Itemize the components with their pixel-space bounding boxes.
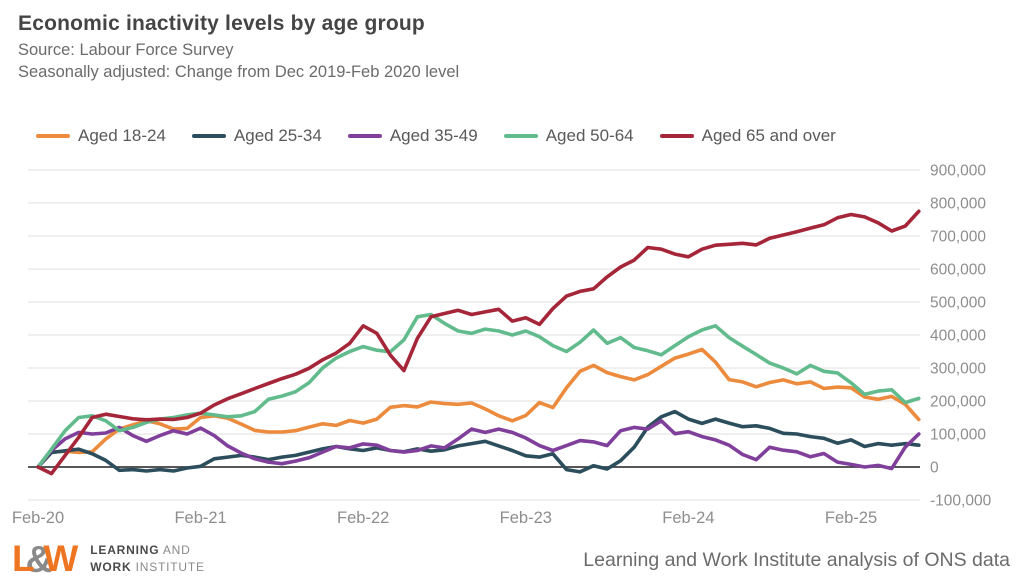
y-axis-tick-label: 800,000 <box>930 196 986 213</box>
chart-subtitle: Seasonally adjusted: Change from Dec 201… <box>18 63 460 81</box>
chart-legend: Aged 18-24 Aged 25-34 Aged 35-49 Aged 50-64… <box>36 126 836 146</box>
x-axis-tick-label: Feb-20 <box>12 509 64 527</box>
y-axis-tick-label: 700,000 <box>930 229 986 246</box>
y-axis-tick-label: 300,000 <box>930 361 986 378</box>
logo-word-learning: LEARNING <box>90 543 160 558</box>
analysis-credit: Learning and Work Institute analysis of … <box>583 549 1010 571</box>
page-title: Economic inactivity levels by age group <box>18 12 425 35</box>
y-axis-tick-label: 100,000 <box>930 427 986 444</box>
logo-letter-w: W <box>43 538 79 579</box>
legend-swatch-icon <box>191 133 226 139</box>
y-axis-tick-label: 500,000 <box>930 295 986 312</box>
legend-item-aged-50-64: Aged 50-64 <box>503 126 634 146</box>
chart-header: Economic inactivity levels by age group … <box>18 12 459 82</box>
learning-and-work-logo: L & W LEARNING AND WORK INSTITUTE <box>12 539 205 578</box>
y-axis-tick-label: 900,000 <box>930 163 986 180</box>
legend-item-aged-18-24: Aged 18-24 <box>36 126 166 146</box>
logo-word-and: AND <box>162 543 191 558</box>
series-line-aged-35-49 <box>36 418 921 471</box>
legend-swatch-icon <box>36 133 70 139</box>
y-axis-tick-label: 400,000 <box>930 328 986 345</box>
legend-label: Aged 35-49 <box>389 126 478 145</box>
logo-word-work: WORK <box>90 559 132 574</box>
x-axis-tick-label: Feb-22 <box>337 509 389 527</box>
legend-label: Aged 25-34 <box>233 126 322 145</box>
series-line-aged-18-24 <box>36 347 921 469</box>
legend-label: Aged 18-24 <box>78 126 166 145</box>
series-line-aged-25-34 <box>36 409 921 474</box>
legend-swatch-icon <box>347 133 382 139</box>
y-axis-tick-label: 600,000 <box>930 262 986 279</box>
legend-item-aged-65-and-over: Aged 65 and over <box>659 126 836 146</box>
line-chart: 900,000 800,000 700,000 600,000 500,000 400,0… <box>12 163 992 528</box>
legend-label: Aged 65 and over <box>701 126 836 145</box>
logo-ampersand: & <box>25 539 53 580</box>
x-axis-tick-label: Feb-21 <box>174 509 226 527</box>
x-axis-tick-label: Feb-24 <box>662 509 714 527</box>
legend-label: Aged 50-64 <box>545 126 634 145</box>
x-axis-tick-label: Feb-25 <box>825 509 877 527</box>
series-line-aged-65-and-over <box>36 209 921 476</box>
series-line-aged-50-64 <box>36 312 921 469</box>
logo-letter-l: L <box>12 538 35 579</box>
lw-logo-mark: L & W <box>12 539 78 578</box>
y-axis-tick-label: 0 <box>930 460 939 477</box>
legend-swatch-icon <box>503 133 538 139</box>
y-axis-tick-label: 200,000 <box>930 394 986 411</box>
logo-wordmark: LEARNING AND WORK INSTITUTE <box>90 542 205 574</box>
x-axis-tick-label: Feb-23 <box>500 509 552 527</box>
legend-item-aged-35-49: Aged 35-49 <box>347 126 478 146</box>
legend-item-aged-25-34: Aged 25-34 <box>191 126 322 146</box>
chart-source: Source: Labour Force Survey <box>18 41 234 59</box>
logo-word-institute: INSTITUTE <box>135 559 205 574</box>
legend-swatch-icon <box>659 133 694 139</box>
y-axis-tick-label: -100,000 <box>930 493 992 510</box>
